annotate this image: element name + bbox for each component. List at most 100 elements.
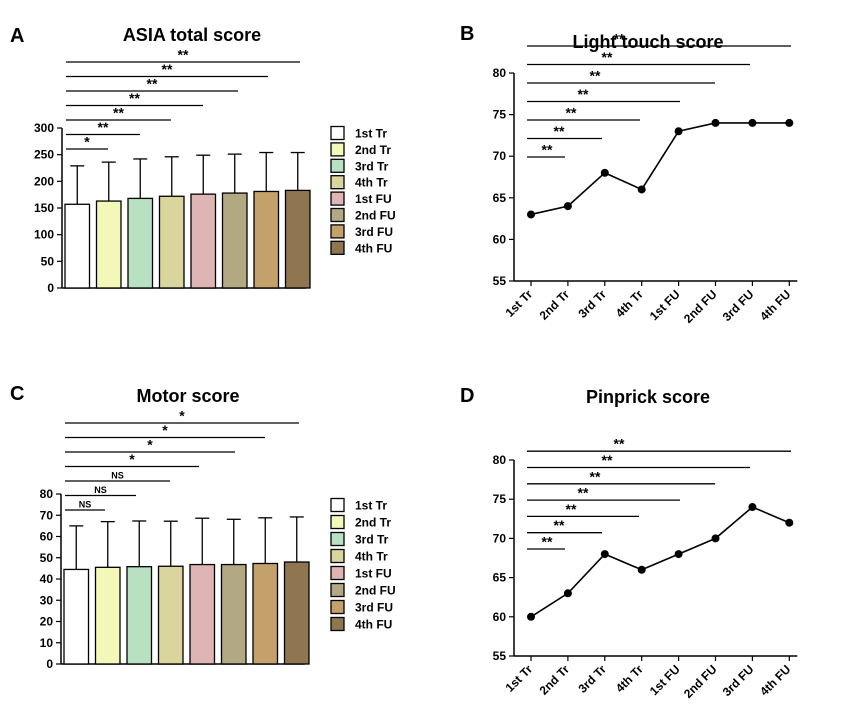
data-point-b [674,127,683,136]
legend-label-a: 2nd FU [355,209,396,223]
legend-label-a: 1st Tr [355,127,387,141]
significance-label-a: ** [147,76,158,92]
x-tick-label-b: 4th Tr [613,287,646,320]
y-tick-label-d: 65 [493,571,507,585]
y-tick-label-a: 150 [34,201,54,215]
legend-swatch-a [330,207,345,223]
chart-title-a: ASIA total score [123,25,261,45]
data-point-b [563,202,572,211]
legend-label-c: 2nd FU [355,584,396,598]
bar-a [253,190,280,289]
panel-letter-b: B [460,23,474,45]
data-point-b [711,118,720,127]
series-line-b [530,122,790,216]
y-tick-label-c: 60 [40,530,54,544]
legend-label-a: 4th FU [355,241,392,255]
significance-label-a: ** [98,119,109,135]
x-tick-label-d: 4th FU [757,662,793,698]
data-point-d [600,550,609,559]
significance-label-d: ** [554,517,565,533]
y-tick-label-c: 0 [46,657,53,671]
x-tick-label-d: 4th Tr [613,662,646,695]
data-point-b [785,118,794,127]
bar-c [157,565,184,665]
significance-label-d: ** [578,485,589,501]
bar-c [252,562,279,665]
legend-swatch-c [330,616,345,632]
panel-a-asia-total-score: A ASIA total score 0 50 100 150 200 250 300 1st… [10,25,396,295]
significance-label-c: NS [79,500,92,510]
x-tick-label-b: 4th FU [757,287,793,323]
data-point-b [527,210,535,219]
significance-label-c: NS [94,485,107,495]
chart-title-c: Motor score [136,386,239,406]
legend-label-c: 1st Tr [355,499,387,513]
bar-c [189,563,216,665]
x-tick-label-d: 3rd Tr [575,662,609,696]
x-tick-label-d: 2nd FU [681,662,720,701]
chart-title-b: Light touch score [572,32,723,52]
significance-label-b: ** [554,123,565,139]
significance-label-d: ** [602,452,613,468]
y-tick-label-c: 50 [40,551,54,565]
panel-letter-a: A [10,25,24,47]
series-line-d [530,506,790,618]
significance-label-a: ** [162,61,173,77]
significance-label-a: * [84,134,90,150]
chart-title-d: Pinprick score [586,387,710,407]
legend-label-a: 2nd Tr [355,143,391,157]
x-tick-label-d: 2nd Tr [537,662,573,698]
significance-label-d: ** [542,534,553,550]
data-point-b [600,168,609,177]
significance-label-a: ** [129,90,140,106]
data-point-d [748,503,757,512]
x-tick-label-b: 2nd FU [681,287,720,326]
significance-label-c: * [147,437,153,453]
significance-label-c: NS [111,471,124,481]
significance-label-a: ** [178,47,189,63]
x-tick-label-b: 1st FU [647,287,683,323]
significance-label-b: ** [578,86,589,102]
y-tick-label-a: 100 [34,228,54,242]
significance-label-d: ** [566,501,577,517]
bar-c [126,566,153,665]
legend-label-c: 4th FU [355,618,392,632]
significance-label-b: ** [542,142,553,158]
bar-a [127,197,154,289]
y-tick-label-c: 10 [40,636,54,650]
significance-label-c: * [129,451,135,467]
legend-label-c: 2nd Tr [355,516,391,530]
x-tick-label-d: 1st Tr [503,662,536,695]
x-tick-label-d: 1st FU [647,662,683,698]
y-tick-label-a: 50 [41,254,55,268]
panel-c-motor-score: C Motor score 0 10 20 30 40 50 60 70 80 1st Tr 2nd… [10,383,396,671]
legend-swatch-a [330,175,345,190]
data-point-d [674,550,683,559]
legend-swatch-c [330,531,345,547]
bar-a [64,203,91,289]
legend-label-a: 4th Tr [355,176,388,190]
bar-a [221,192,248,289]
x-tick-label-b: 3rd Tr [575,287,609,321]
legend-swatch-c [330,565,345,581]
significance-label-b: ** [590,68,601,84]
x-tick-label-b: 3rd FU [720,287,757,324]
bar-a [190,193,217,289]
legend-label-a: 3rd FU [355,225,393,239]
y-tick-label-a: 250 [34,148,54,162]
legend-swatch-c [330,599,345,615]
data-point-d [563,589,572,598]
legend-label-c: 1st FU [355,567,392,581]
legend-label-c: 4th Tr [355,550,388,564]
bar-c [220,563,247,665]
bar-c [94,566,121,665]
significance-label-d: ** [614,436,625,452]
y-tick-label-c: 40 [40,572,54,586]
legend-swatch-c [330,582,345,598]
significance-label-c: * [179,408,185,424]
y-tick-label-c: 30 [40,593,54,607]
data-point-d [785,518,794,527]
y-tick-label-c: 20 [40,615,54,629]
x-tick-label-b: 1st Tr [503,287,536,320]
